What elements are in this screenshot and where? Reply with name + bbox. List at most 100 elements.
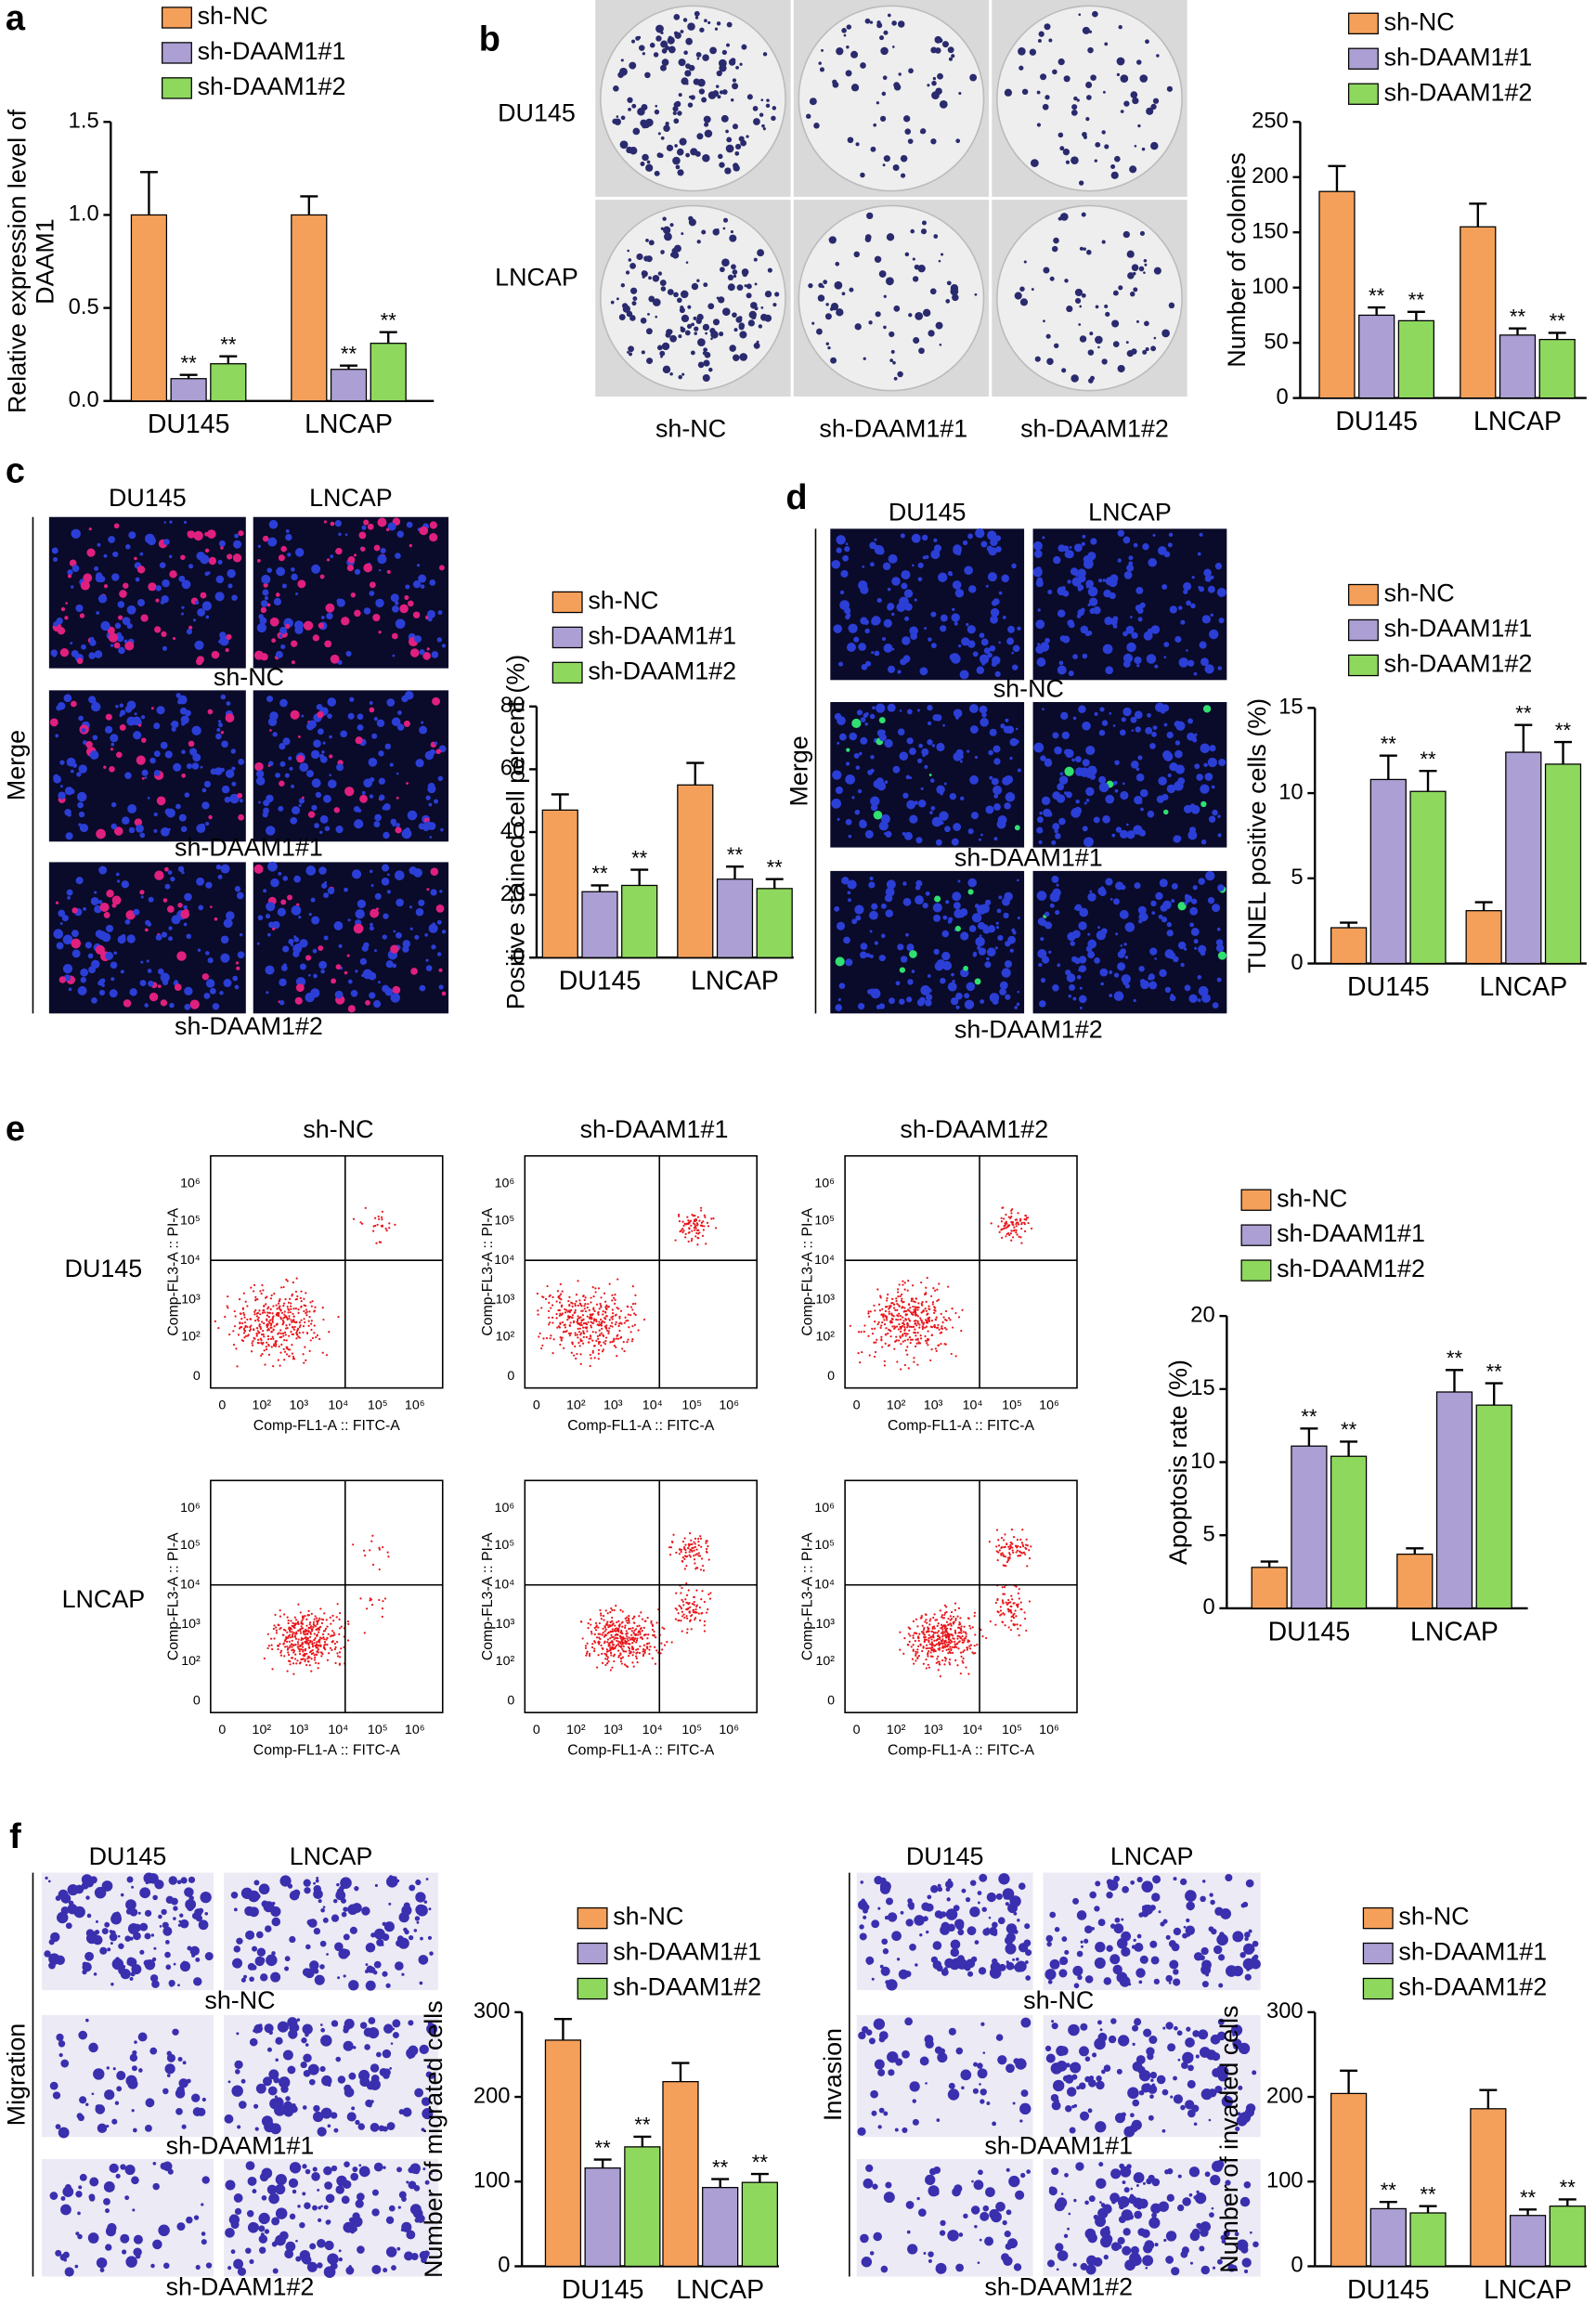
flow-event [904,1318,907,1321]
flow-event [891,1302,894,1305]
flow-event [266,1319,268,1322]
flow-event [299,1632,303,1634]
colony [772,106,777,111]
flow-event [941,1659,944,1662]
panel-letter: d [785,478,807,517]
flow-event [270,1346,273,1348]
photo-cell [1166,731,1174,739]
flow-event [707,1607,709,1611]
flow-event [687,1542,690,1545]
flow-event [550,1334,552,1337]
colony [898,72,902,76]
photo-cell [935,839,942,846]
flow-event [574,1332,577,1334]
flow-x-tick: 10² [566,1398,586,1412]
photo-cell [155,934,162,941]
colony [923,309,930,316]
flow-event [314,1656,317,1659]
colony [732,312,737,318]
photo-cell [986,545,993,553]
photo-cell [238,813,244,821]
photo-cell [964,993,970,999]
photo-cell [415,907,424,917]
photo-cell [369,707,375,713]
colony [1104,144,1109,150]
flow-event [849,1324,851,1327]
photo-cell [1011,664,1019,670]
photo-cell [899,751,909,761]
photo-cell [1089,774,1096,780]
photo-cell [404,595,409,601]
photo-cell [855,765,861,770]
flow-event [922,1323,925,1326]
flow-event [303,1309,305,1313]
photo-cell [1199,532,1203,537]
photo-cell [924,764,928,769]
photo-cell [363,519,370,526]
flow-event [588,1337,590,1340]
photo-cell [266,603,271,607]
photo-cell [1134,656,1142,665]
row-label: sh-DAAM1#2 [175,1012,323,1040]
flow-event [261,1311,265,1314]
flow-event [956,1626,960,1629]
photo-cell [841,877,850,885]
flow-event [266,1348,268,1351]
photo-cell [275,592,280,597]
flow-x-tick: 10² [253,1398,272,1412]
photo-cell [1017,768,1021,773]
photo-cell [103,911,110,918]
photo-cell [835,956,845,967]
flow-y-tick: 10² [815,1329,835,1344]
flow-event [680,1229,683,1231]
colony [893,376,898,381]
photo-cell [1102,579,1106,582]
colony [727,283,735,292]
photo-cell [931,816,942,827]
photo-cell [1033,742,1045,753]
photo-cell [831,798,842,809]
flow-event [595,1636,599,1639]
flow-event [244,1334,248,1337]
photo-cell [191,762,200,770]
photo-cell [120,969,124,974]
flow-event [364,1206,367,1209]
photo-cell [851,718,862,728]
flow-event [621,1625,624,1628]
photo-cell [874,941,878,945]
flow-event [928,1316,931,1320]
photo-cell [1187,830,1198,840]
photo-cell [885,830,892,838]
flow-event [593,1647,596,1650]
photo-cell [958,644,962,648]
photo-cell [1112,724,1116,727]
photo-cell [441,930,447,934]
flow-event [571,1343,574,1346]
photo-cell [430,889,437,896]
flow-event [1024,1214,1027,1217]
flow-event [630,1340,633,1343]
photo-cell [215,733,222,740]
flow-event [699,1209,703,1212]
colony [931,80,937,86]
flow-event [346,1639,350,1642]
photo-cell [419,984,426,992]
photo-cell [1055,909,1060,916]
flow-event [611,1608,614,1611]
photo-cell [260,606,267,614]
flow-event [907,1633,910,1635]
flow-event [294,1633,297,1635]
flow-x-tick: 10⁵ [1002,1398,1022,1412]
flow-event [279,1351,282,1354]
photo-cell [59,648,70,657]
flow-event [945,1641,948,1644]
photo-cell [217,720,222,723]
flow-event [626,1616,629,1619]
flow-event [708,1597,712,1600]
flow-event [935,1316,938,1319]
flow-event [574,1345,577,1347]
flow-event [289,1630,292,1633]
flow-x-label: Comp-FL1-A :: FITC-A [253,1418,400,1434]
photo-cell [1037,643,1041,646]
flow-event [699,1537,703,1540]
